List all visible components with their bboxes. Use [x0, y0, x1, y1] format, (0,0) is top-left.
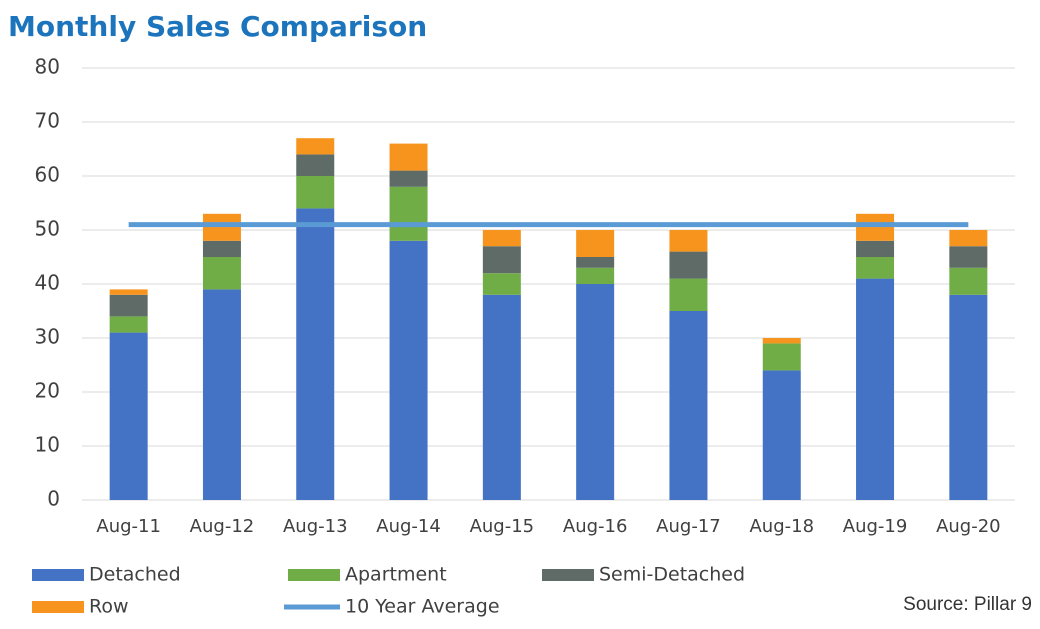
bar-segment	[949, 246, 988, 268]
legend-label: Apartment	[345, 564, 447, 586]
legend-swatch	[542, 569, 594, 581]
legend-swatch	[288, 569, 340, 581]
bar-segment	[856, 240, 895, 257]
bar-segment	[856, 278, 895, 500]
y-tick-label: 20	[35, 379, 60, 403]
x-tick-label: Aug-20	[936, 516, 1001, 537]
bar-segment	[856, 213, 895, 241]
bar-segment	[949, 294, 988, 500]
legend-swatch	[32, 601, 84, 613]
bar-segment	[669, 278, 708, 311]
y-tick-label: 30	[35, 325, 60, 349]
x-tick-label: Aug-16	[563, 516, 628, 537]
bar-segment	[109, 316, 148, 333]
bar-segment	[482, 294, 521, 500]
bar-segment	[109, 294, 148, 317]
x-tick-label: Aug-18	[749, 516, 814, 537]
bar-segment	[296, 176, 335, 209]
bar-segment	[296, 154, 335, 176]
bar-segment	[949, 230, 988, 247]
bar-segment	[482, 230, 521, 247]
bar-segment	[202, 213, 241, 241]
bar-segment	[389, 186, 428, 241]
bar-segment	[669, 311, 708, 500]
bar-segment	[576, 257, 615, 268]
bar-segment	[296, 138, 335, 155]
bar-segment	[669, 251, 708, 279]
bar-segment	[389, 143, 428, 171]
y-tick-label: 80	[35, 55, 60, 79]
bar-segment	[202, 240, 241, 257]
x-tick-label: Aug-19	[843, 516, 908, 537]
bar-segment	[762, 370, 801, 500]
legend-label: Semi-Detached	[599, 564, 745, 586]
y-tick-label: 50	[35, 217, 60, 241]
x-tick-label: Aug-11	[96, 516, 161, 537]
y-tick-label: 40	[35, 271, 60, 295]
legend-swatch	[32, 569, 84, 581]
bar-segment	[482, 246, 521, 274]
x-tick-label: Aug-17	[656, 516, 721, 537]
bar-segment	[389, 240, 428, 501]
bar-segment	[389, 170, 428, 187]
bar-segment	[856, 257, 895, 279]
bar-segment	[202, 289, 241, 500]
bar-segment	[669, 230, 708, 252]
bar-segment	[576, 230, 615, 257]
bar-segment	[296, 208, 335, 500]
bar-segment	[576, 284, 615, 500]
x-tick-label: Aug-12	[190, 516, 255, 537]
legend-label: Detached	[89, 564, 181, 586]
y-tick-label: 70	[35, 109, 60, 133]
legend-label: Row	[89, 596, 129, 618]
x-tick-label: Aug-14	[376, 516, 441, 537]
x-tick-label: Aug-15	[470, 516, 535, 537]
source-note: Source: Pillar 9	[903, 594, 1032, 615]
x-tick-label: Aug-13	[283, 516, 348, 537]
bar-segment	[109, 332, 148, 500]
bar-segment	[949, 267, 988, 295]
bar-segment	[762, 343, 801, 371]
y-tick-label: 0	[47, 487, 60, 511]
bar-segment	[202, 257, 241, 290]
y-tick-label: 60	[35, 163, 60, 187]
bar-segment	[482, 273, 521, 295]
bar-segment	[109, 289, 148, 295]
bar-segment	[576, 267, 615, 284]
chart-title: Monthly Sales Comparison	[8, 10, 427, 43]
y-tick-label: 10	[35, 433, 60, 457]
bar-segment	[762, 338, 801, 344]
legend-label: 10 Year Average	[345, 596, 500, 618]
